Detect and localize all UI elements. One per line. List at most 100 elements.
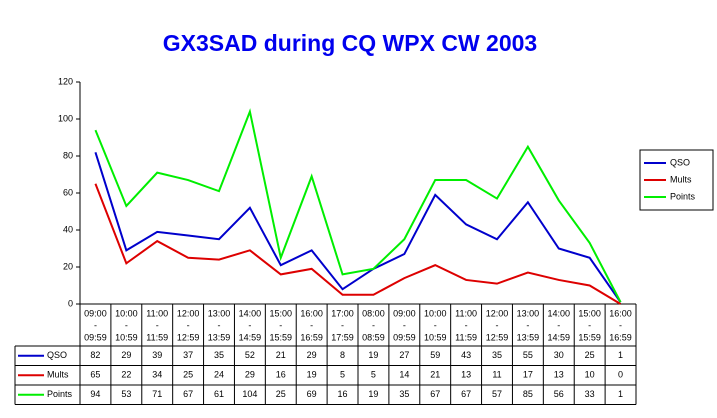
x-tick-label: - xyxy=(465,320,468,330)
table-cell: 19 xyxy=(307,370,317,380)
x-tick-label: 09:59 xyxy=(393,332,416,342)
x-tick-label: - xyxy=(526,320,529,330)
x-tick-label: 10:00 xyxy=(424,308,447,318)
table-cell: 34 xyxy=(152,370,162,380)
table-cell: 25 xyxy=(183,370,193,380)
x-tick-label: - xyxy=(557,320,560,330)
table-cell: 14 xyxy=(399,370,409,380)
table-cell: 56 xyxy=(554,389,564,399)
x-tick-label: 12:00 xyxy=(177,308,200,318)
x-tick-label: - xyxy=(403,320,406,330)
x-tick-label: 12:00 xyxy=(486,308,509,318)
table-cell: 55 xyxy=(523,350,533,360)
table-cell: 43 xyxy=(461,350,471,360)
table-cell: 69 xyxy=(307,389,317,399)
y-tick-label: 100 xyxy=(58,113,73,123)
table-cell: 29 xyxy=(245,370,255,380)
table-cell: 25 xyxy=(276,389,286,399)
x-tick-label: 11:00 xyxy=(146,308,168,318)
table-cell: 11 xyxy=(492,370,501,380)
series-line xyxy=(94,183,622,305)
x-tick-label: - xyxy=(434,320,437,330)
table-row-label: Mults xyxy=(47,370,69,380)
series-line xyxy=(94,108,622,303)
x-tick-label: 16:59 xyxy=(300,332,323,342)
x-tick-label: 13:59 xyxy=(208,332,231,342)
table-cell: 17 xyxy=(523,370,533,380)
table-row-label: Points xyxy=(47,389,73,399)
table-cell: 21 xyxy=(276,350,286,360)
table-cell: 29 xyxy=(121,350,131,360)
x-tick-label: 14:00 xyxy=(548,308,571,318)
table-cell: 8 xyxy=(340,350,345,360)
chart-title: GX3SAD during CQ WPX CW 2003 xyxy=(163,30,537,56)
y-tick-label: 0 xyxy=(68,298,73,308)
y-tick-label: 120 xyxy=(58,76,73,86)
x-tick-label: - xyxy=(94,320,97,330)
series-line xyxy=(94,151,622,303)
x-tick-label: 11:59 xyxy=(455,332,477,342)
table-cell: 67 xyxy=(183,389,193,399)
x-tick-label: 16:59 xyxy=(609,332,632,342)
table-cell: 24 xyxy=(214,370,224,380)
x-tick-label: 10:59 xyxy=(115,332,138,342)
table-row-label: QSO xyxy=(47,350,67,360)
table-cell: 82 xyxy=(90,350,100,360)
table-cell: 53 xyxy=(121,389,131,399)
y-tick-label: 40 xyxy=(63,224,73,234)
x-tick-label: 09:00 xyxy=(393,308,416,318)
x-tick-label: 15:59 xyxy=(270,332,293,342)
table-cell: 52 xyxy=(245,350,255,360)
legend-label: Mults xyxy=(670,174,692,184)
table-cell: 13 xyxy=(461,370,471,380)
legend-label: QSO xyxy=(670,157,690,167)
table-cell: 61 xyxy=(214,389,224,399)
table-cell: 1 xyxy=(618,389,623,399)
table-cell: 57 xyxy=(492,389,502,399)
x-tick-label: 10:59 xyxy=(424,332,447,342)
x-tick-label: 12:59 xyxy=(177,332,200,342)
x-tick-label: - xyxy=(496,320,499,330)
table-cell: 35 xyxy=(214,350,224,360)
table-cell: 65 xyxy=(90,370,100,380)
x-tick-label: - xyxy=(310,320,313,330)
x-tick-label: 11:00 xyxy=(455,308,477,318)
x-tick-label: 14:59 xyxy=(239,332,262,342)
x-tick-label: - xyxy=(156,320,159,330)
table-cell: 19 xyxy=(368,389,378,399)
table-cell: 19 xyxy=(368,350,378,360)
table-cell: 5 xyxy=(371,370,376,380)
x-tick-label: 12:59 xyxy=(486,332,509,342)
x-tick-label: 16:00 xyxy=(609,308,632,318)
x-tick-label: - xyxy=(248,320,251,330)
x-tick-label: 13:00 xyxy=(208,308,231,318)
table-cell: 71 xyxy=(152,389,162,399)
table-cell: 85 xyxy=(523,389,533,399)
table-cell: 10 xyxy=(585,370,595,380)
x-tick-label: - xyxy=(372,320,375,330)
x-tick-label: 16:00 xyxy=(300,308,323,318)
table-cell: 13 xyxy=(554,370,564,380)
x-tick-label: 15:00 xyxy=(270,308,293,318)
x-tick-label: - xyxy=(619,320,622,330)
x-tick-label: - xyxy=(187,320,190,330)
x-tick-label: - xyxy=(218,320,221,330)
table-cell: 33 xyxy=(585,389,595,399)
x-tick-label: 15:00 xyxy=(578,308,601,318)
x-tick-label: 11:59 xyxy=(146,332,168,342)
y-tick-label: 20 xyxy=(63,261,73,271)
x-tick-label: 17:00 xyxy=(331,308,354,318)
x-tick-label: 10:00 xyxy=(115,308,138,318)
x-tick-label: - xyxy=(341,320,344,330)
table-cell: 94 xyxy=(90,389,100,399)
x-tick-label: 13:59 xyxy=(517,332,540,342)
x-tick-label: 14:59 xyxy=(548,332,571,342)
x-tick-label: 08:59 xyxy=(362,332,385,342)
table-cell: 25 xyxy=(585,350,595,360)
table-cell: 16 xyxy=(338,389,348,399)
x-tick-label: 09:59 xyxy=(84,332,107,342)
x-tick-label: 13:00 xyxy=(517,308,540,318)
table-cell: 104 xyxy=(242,389,257,399)
table-cell: 67 xyxy=(430,389,440,399)
